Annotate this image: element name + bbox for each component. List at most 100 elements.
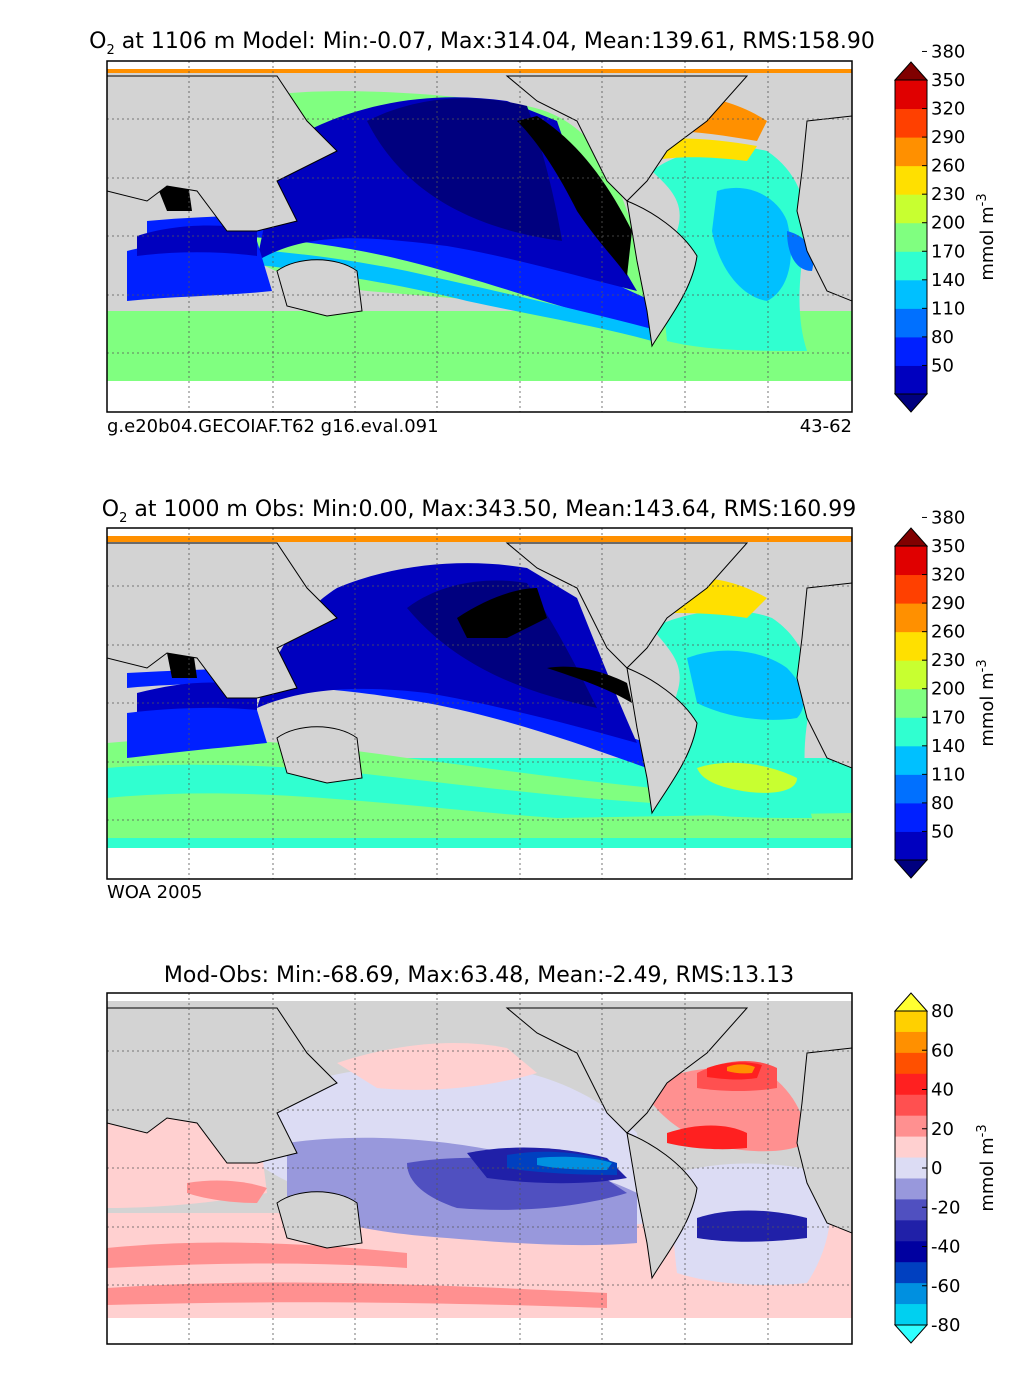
colorbar-1: 50 80 110 140 170 200 230 260 290 320 350 380 mmol m…: [893, 41, 998, 413]
panel-3-title: Mod-Obs: Min:-68.69, Max:63.48, Mean:-2.…: [164, 963, 794, 988]
colorbar-segment: [895, 1283, 927, 1305]
colorbar-segment: [895, 194, 927, 224]
colorbar-tick-label: 320: [931, 565, 965, 586]
colorbar-tick-label: 140: [931, 270, 965, 291]
colorbar-tick-label: 260: [931, 156, 965, 177]
colorbar-tick-label: 110: [931, 764, 965, 785]
land-mass: [276, 1191, 363, 1249]
colorbar-frame: [894, 545, 928, 861]
land-mass: [505, 75, 749, 202]
colorbar-segment: [895, 546, 927, 576]
colorbar-segment: [895, 603, 927, 633]
colorbar-segment: [895, 279, 927, 309]
ocean-region: [407, 580, 597, 708]
land-mass: [107, 848, 852, 879]
land-mass: [796, 115, 852, 302]
colorbar-segment: [895, 251, 927, 281]
colorbar-segment: [895, 1011, 927, 1033]
ocean-region: [697, 762, 797, 793]
land-mass: [107, 1318, 852, 1344]
colorbar-tick-label: -20: [931, 1197, 960, 1218]
colorbar-tick-label: 200: [931, 213, 965, 234]
land-mass: [626, 1132, 698, 1280]
ocean-region: [537, 1156, 612, 1170]
ocean-region: [137, 225, 257, 256]
ocean-region: [107, 311, 852, 386]
map-frame: [106, 527, 853, 880]
colorbar-tick-label: 50: [931, 355, 954, 376]
colorbar-tick-label: 80: [931, 327, 954, 348]
ocean-region: [547, 666, 632, 703]
colorbar-3: 80 60 40 20 0 -20 -40 -60 -80 mmol m-3: [893, 992, 998, 1344]
colorbar-segment: [895, 1031, 927, 1054]
colorbar-2: 50 80 110 140 170 200 230 260 290 320 350 380 mmol m…: [893, 507, 998, 879]
colorbar-segment: [895, 688, 927, 718]
colorbar-segment: [895, 1178, 927, 1200]
colorbar-segment: [895, 717, 927, 747]
ocean-region: [127, 239, 272, 301]
colorbar-segment: [895, 1220, 927, 1242]
map-panel-2: [106, 527, 853, 880]
ocean-region: [107, 793, 852, 838]
colorbar-tick-label: 290: [931, 127, 965, 148]
colorbar-frame: [894, 79, 928, 395]
colorbar-tick-label: 170: [931, 707, 965, 728]
colorbar-label: mmol m-3: [975, 659, 998, 746]
colorbar-segment: [895, 1304, 927, 1326]
ocean-region: [367, 98, 562, 241]
colorbar-segment: [895, 365, 927, 395]
colorbar-tick-label: 350: [931, 70, 965, 91]
colorbar-segment: [895, 631, 927, 661]
colorbar-tick-label: 380: [931, 507, 965, 528]
colorbar-extend-bottom: [893, 859, 929, 879]
colorbar-extend-top: [893, 61, 929, 81]
colorbar-segment: [895, 137, 927, 167]
colorbar-label: mmol m-3: [975, 1124, 998, 1211]
ocean-region: [127, 707, 267, 758]
ocean-region: [712, 187, 791, 301]
colorbar-tick-label: 40: [931, 1080, 954, 1101]
land-mass: [107, 993, 852, 1001]
map-panel-1: [106, 60, 853, 413]
colorbar-extend-bottom: [893, 393, 929, 413]
panel-2-title: O2 at 1000 m Obs: Min:0.00, Max:343.50, …: [102, 497, 856, 526]
panel-1-footer-left: g.e20b04.GECOIAF.T62 g16.eval.091: [107, 416, 439, 437]
land-mass: [505, 542, 749, 669]
colorbar-segment: [895, 831, 927, 861]
colorbar-segment: [895, 1199, 927, 1221]
land-mass: [626, 667, 698, 815]
land-mass: [796, 582, 852, 769]
land-mass: [276, 259, 363, 317]
ocean-region: [187, 1180, 267, 1203]
land-mass: [107, 381, 852, 412]
colorbar-segment: [895, 660, 927, 690]
colorbar-tick-label: 230: [931, 650, 965, 671]
colorbar-segment: [895, 1157, 927, 1179]
panel-1-title: O2 at 1106 m Model: Min:-0.07, Max:314.0…: [89, 29, 875, 58]
land-mass: [107, 542, 338, 699]
colorbar-segment: [895, 745, 927, 775]
colorbar-tick-label: 80: [931, 1001, 954, 1022]
land-mass: [505, 1007, 749, 1134]
land-mass: [276, 726, 363, 784]
colorbar-segment: [895, 165, 927, 195]
colorbars: 50 80 110 140 170 200 230 260 290 320 350 380 mmol m…: [893, 41, 998, 1344]
colorbar-segment: [895, 80, 927, 110]
colorbar-tick-label: 60: [931, 1040, 954, 1061]
colorbar-segment: [895, 308, 927, 338]
map-frame: [106, 992, 853, 1345]
ocean-region: [107, 1282, 607, 1308]
colorbar-tick-label: 140: [931, 736, 965, 757]
ocean-region: [697, 1210, 807, 1242]
colorbar-label: mmol m-3: [975, 193, 998, 280]
colorbar-tick-label: 350: [931, 536, 965, 557]
gridlines: [107, 61, 852, 412]
land-mass: [107, 528, 852, 536]
colorbar-segment: [895, 1052, 927, 1075]
colorbar-tick-label: 260: [931, 622, 965, 643]
colorbar-tick-label: 320: [931, 99, 965, 120]
ocean-region: [337, 1043, 537, 1090]
land-mass: [107, 1007, 338, 1164]
map-panel-3: [106, 992, 853, 1345]
